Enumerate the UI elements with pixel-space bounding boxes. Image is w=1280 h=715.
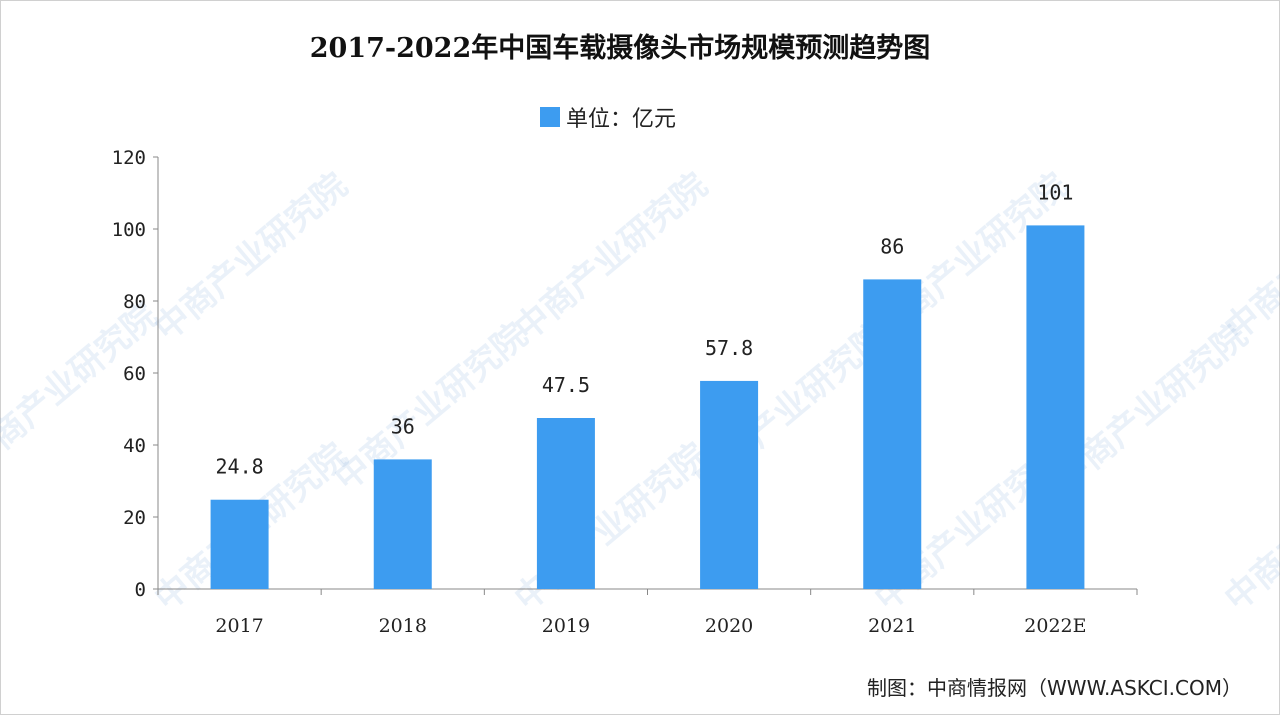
x-tick-label: 2019 — [542, 615, 590, 637]
y-tick-label: 20 — [123, 507, 146, 529]
x-tick-label: 2018 — [379, 615, 427, 637]
bar-2022E — [1026, 225, 1085, 589]
data-label: 47.5 — [542, 373, 590, 397]
y-tick-label: 100 — [112, 219, 146, 241]
data-label: 101 — [1037, 180, 1073, 204]
legend: 单位：亿元 — [540, 101, 676, 133]
x-tick-label: 2021 — [868, 615, 916, 637]
x-tick-label: 2017 — [215, 615, 263, 637]
legend-label: 单位：亿元 — [566, 107, 677, 132]
bar-2021 — [863, 279, 922, 589]
bar-2018 — [373, 459, 432, 589]
data-label: 36 — [391, 414, 415, 438]
y-tick-label: 40 — [123, 435, 146, 457]
x-tick-label: 2022E — [1024, 615, 1086, 637]
bar-2020 — [700, 380, 759, 589]
source-note: 制图：中商情报网（WWW.ASKCI.COM） — [867, 676, 1242, 700]
data-label: 57.8 — [705, 336, 753, 360]
y-tick-label: 60 — [123, 363, 146, 385]
chart-title: 2017-2022年中国车载摄像头市场规模预测趋势图 — [309, 33, 931, 64]
y-tick-label: 0 — [135, 579, 146, 601]
y-tick-label: 80 — [123, 291, 146, 313]
bar-2019 — [536, 418, 595, 589]
data-label: 24.8 — [215, 455, 263, 479]
bar-2017 — [210, 499, 269, 589]
legend-swatch — [540, 107, 560, 127]
y-tick-label: 120 — [112, 147, 146, 169]
x-tick-label: 2020 — [705, 615, 753, 637]
data-label: 86 — [880, 234, 904, 258]
